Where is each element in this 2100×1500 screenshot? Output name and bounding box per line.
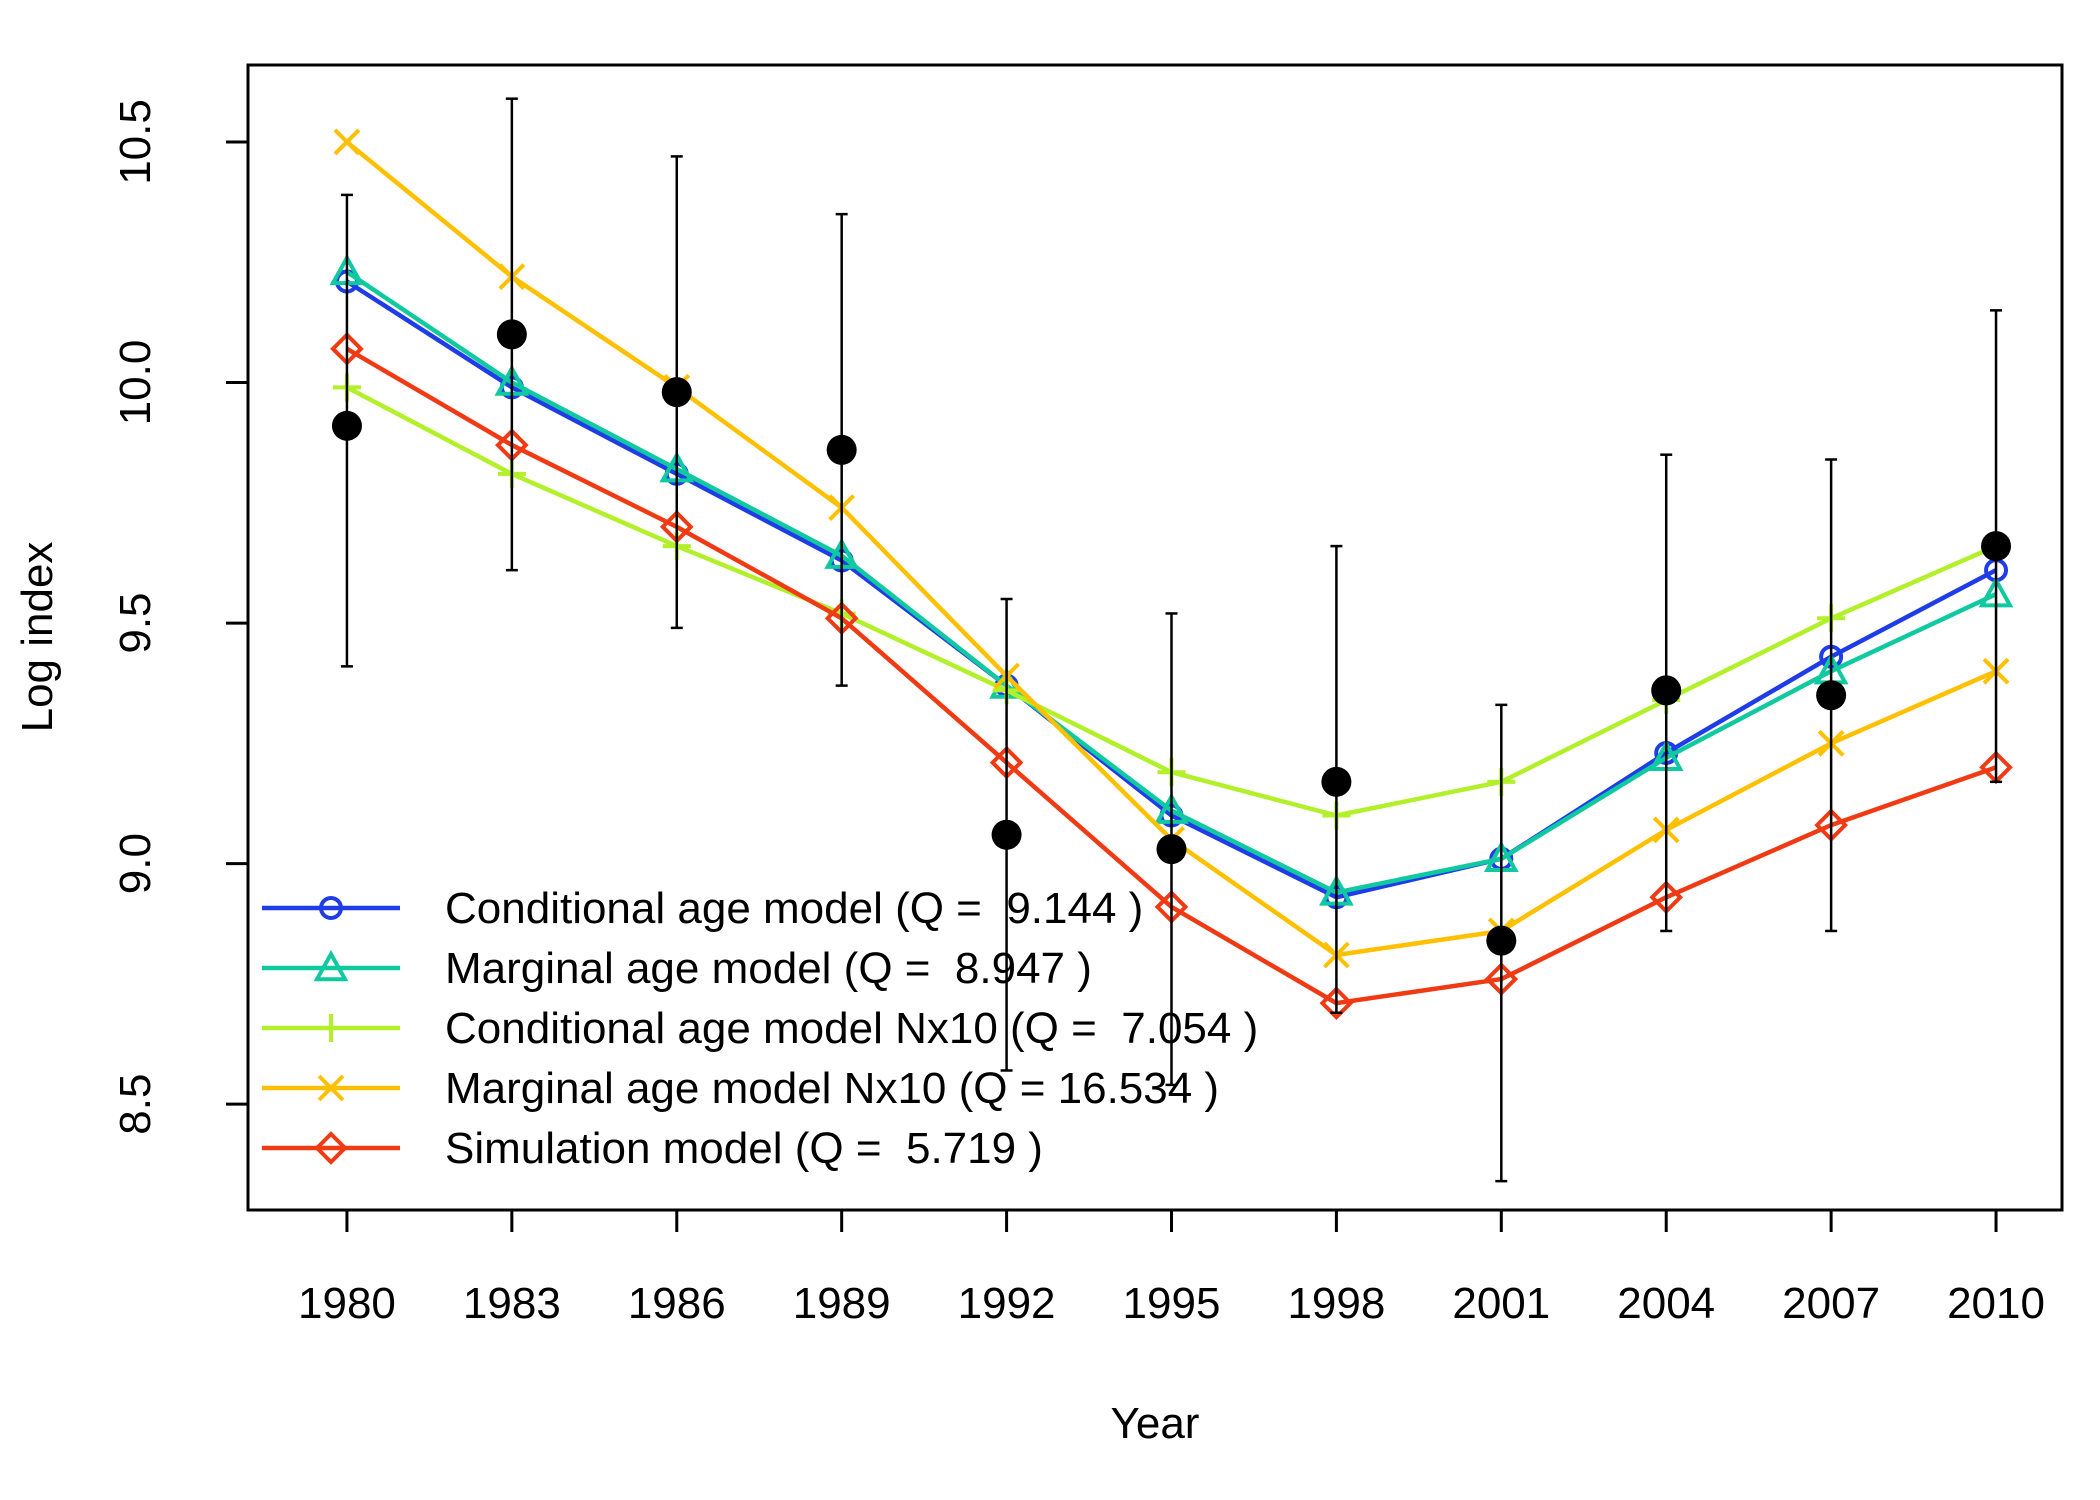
y-tick-label: 9.0 xyxy=(111,833,160,894)
legend-item: Conditional age model (Q = 9.144 ) xyxy=(262,884,1143,933)
x-tick-label: 1983 xyxy=(463,1279,561,1328)
observed-point xyxy=(661,377,692,408)
observed-layer xyxy=(331,97,2012,1183)
x-tick-label: 1995 xyxy=(1123,1279,1221,1328)
observed-point xyxy=(331,410,362,441)
legend-item: Simulation model (Q = 5.719 ) xyxy=(262,1124,1043,1173)
x-tick-label: 1992 xyxy=(958,1279,1056,1328)
legend-swatch-marker xyxy=(317,1014,345,1042)
legend-item: Conditional age model Nx10 (Q = 7.054 ) xyxy=(262,1004,1258,1053)
y-tick-label: 10.5 xyxy=(111,99,160,185)
y-axis: 8.5 9.0 9.5 10.0 10.5 xyxy=(111,99,250,1135)
legend: Conditional age model (Q = 9.144 ) Margin… xyxy=(262,884,1258,1173)
x-axis-title: Year xyxy=(1111,1399,1200,1448)
y-tick-label: 9.5 xyxy=(111,592,160,653)
observed-point xyxy=(496,319,527,350)
observed-point xyxy=(1486,925,1517,956)
series-point xyxy=(333,128,361,156)
x-tick-label: 2010 xyxy=(1947,1279,2045,1328)
legend-item: Marginal age model Nx10 (Q = 16.534 ) xyxy=(262,1064,1219,1113)
series-point xyxy=(1319,986,1354,1020)
legend-swatch-marker xyxy=(317,1074,345,1102)
x-tick-label: 2007 xyxy=(1782,1279,1880,1328)
observed-point xyxy=(1651,675,1682,706)
legend-label: Conditional age model (Q = 9.144 ) xyxy=(445,884,1143,933)
observed-point xyxy=(991,819,1022,850)
legend-label: Marginal age model (Q = 8.947 ) xyxy=(445,944,1092,993)
y-axis-title: Log index xyxy=(13,542,62,733)
legend-swatch-marker xyxy=(313,949,349,982)
legend-item: Marginal age model (Q = 8.947 ) xyxy=(262,944,1092,993)
observed-point xyxy=(1321,766,1352,797)
x-tick-label: 2001 xyxy=(1452,1279,1550,1328)
legend-label: Marginal age model Nx10 (Q = 16.534 ) xyxy=(445,1064,1219,1113)
legend-swatch-marker xyxy=(314,1131,348,1165)
y-tick-label: 10.0 xyxy=(111,340,160,426)
observed-point xyxy=(1156,834,1187,865)
x-tick-label: 1980 xyxy=(298,1279,396,1328)
x-tick-label: 1998 xyxy=(1287,1279,1385,1328)
legend-swatch-marker xyxy=(319,896,343,920)
legend-label: Simulation model (Q = 5.719 ) xyxy=(445,1124,1043,1173)
observed-point xyxy=(1981,531,2012,562)
x-tick-label: 1989 xyxy=(793,1279,891,1328)
legend-label: Conditional age model Nx10 (Q = 7.054 ) xyxy=(445,1004,1258,1053)
observed-point xyxy=(1816,680,1847,711)
x-tick-label: 1986 xyxy=(628,1279,726,1328)
x-axis: 1980 1983 1986 1989 1992 1995 1998 2001 2004 2007… xyxy=(298,1208,2045,1328)
x-tick-label: 2004 xyxy=(1617,1279,1715,1328)
observed-point xyxy=(826,434,857,465)
y-tick-label: 8.5 xyxy=(111,1074,160,1135)
